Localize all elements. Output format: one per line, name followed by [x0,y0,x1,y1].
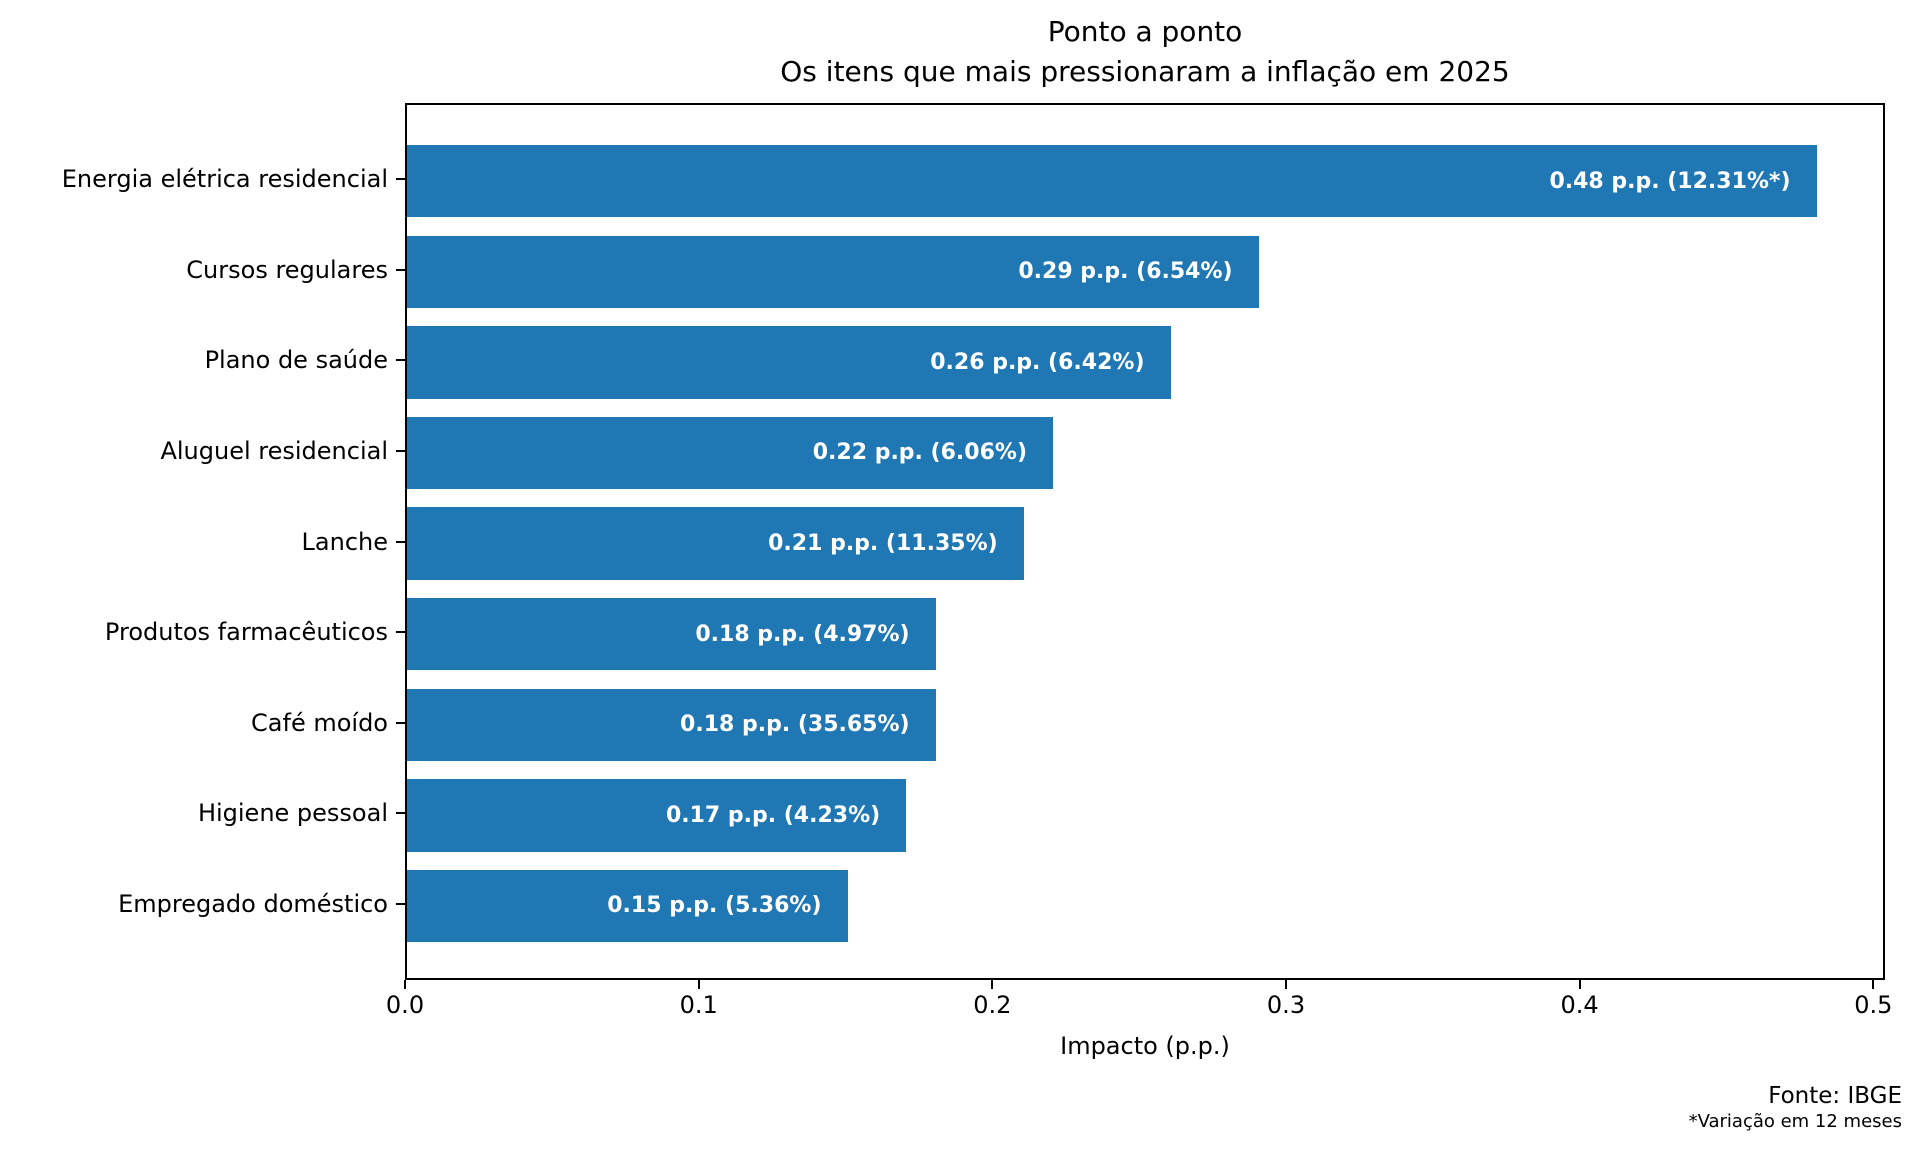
chart-bar: 0.17 p.p. (4.23%) [407,779,907,852]
bar-value-label: 0.22 p.p. (6.06%) [812,440,1027,466]
y-axis-category-label: Produtos farmacêuticos [104,618,388,647]
y-axis-tick [396,449,405,452]
x-axis-tick-label: 0.0 [385,991,425,1019]
chart-title-line1: Ponto a ponto [1047,15,1243,48]
bar-value-label: 0.18 p.p. (35.65%) [680,712,910,738]
x-axis-tick [1285,980,1287,989]
y-axis-category-label: Plano de saúde [204,346,388,375]
x-axis-tick-label: 0.4 [1560,991,1599,1019]
y-axis-tick [396,268,405,271]
bar-value-label: 0.21 p.p. (11.35%) [768,531,998,557]
chart-bar: 0.29 p.p. (6.54%) [407,235,1259,308]
y-axis-category-label: Lanche [301,527,388,556]
y-axis-tick [396,721,405,724]
chart-bar: 0.48 p.p. (12.31%*) [407,144,1817,218]
x-axis-tick-label: 0.5 [1854,991,1893,1019]
chart-title-line2: Os itens que mais pressionaram a inflaçã… [780,55,1510,88]
y-axis-tick [396,902,405,905]
chart-bar: 0.15 p.p. (5.36%) [407,869,848,943]
x-axis-tick [404,980,406,989]
chart-bar: 0.18 p.p. (4.97%) [407,597,936,671]
y-axis-category-label: Cursos regulares [186,255,388,284]
bar-value-label: 0.15 p.p. (5.36%) [607,893,822,919]
y-axis-category-label: Café moído [251,708,388,737]
bar-value-label: 0.26 p.p. (6.42%) [930,349,1145,375]
source-text: Fonte: IBGE [1768,1083,1902,1109]
chart-bar: 0.18 p.p. (35.65%) [407,688,936,761]
y-axis-category-label: Higiene pessoal [197,799,388,828]
x-axis-tick [1578,980,1581,989]
bar-value-label: 0.18 p.p. (4.97%) [695,621,910,647]
footer: Fonte: IBGE *Variação em 12 meses [1689,1082,1902,1134]
y-axis-tick [396,540,405,543]
y-axis-tick [396,178,405,181]
y-axis-tick [396,812,405,815]
bar-value-label: 0.17 p.p. (4.23%) [665,802,881,828]
chart-bar: 0.22 p.p. (6.06%) [407,416,1053,490]
y-axis-tick [396,631,405,634]
y-axis-tick [396,359,405,362]
x-axis-tick-label: 0.1 [679,991,718,1019]
x-axis-tick [697,980,700,989]
y-axis-category-label: Empregado doméstico [118,889,388,918]
x-axis-tick-label: 0.2 [973,991,1012,1019]
x-axis-tick [1872,980,1875,989]
chart-title: Ponto a ponto Os itens que mais pression… [405,12,1885,92]
y-axis-category-label: Energia elétrica residencial [61,165,388,194]
x-axis-tick [991,980,994,989]
x-axis-tick-label: 0.3 [1266,991,1306,1019]
chart-bar: 0.26 p.p. (6.42%) [407,326,1171,399]
y-axis-category-label: Aluguel residencial [160,436,388,465]
plot-area: 0.48 p.p. (12.31%*) 0.29 p.p. (6.54%) 0.26… [405,103,1885,980]
bar-value-label: 0.48 p.p. (12.31%*) [1549,168,1791,194]
x-axis-title: Impacto (p.p.) [1060,1032,1230,1060]
chart-bar: 0.21 p.p. (11.35%) [407,507,1024,580]
y-axis-labels: Energia elétrica residencial Cursos regul… [0,103,388,980]
footnote-text: *Variação em 12 meses [1688,1111,1902,1132]
bar-value-label: 0.29 p.p. (6.54%) [1018,259,1233,285]
